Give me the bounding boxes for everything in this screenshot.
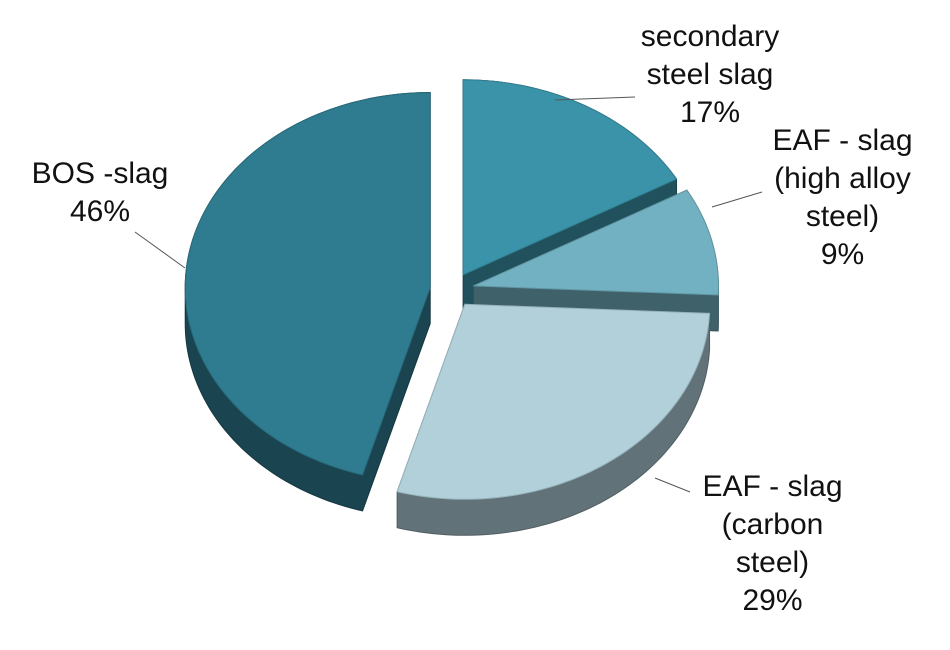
category-label: secondary steel slag (640, 20, 780, 91)
leader-line (554, 96, 636, 101)
slice (462, 79, 678, 276)
slice-label: EAF - slag (carbon steel) 29% (685, 468, 860, 620)
slice (184, 92, 431, 476)
value-label: 46% (69, 195, 131, 228)
slices (184, 79, 719, 536)
value-label: 17% (679, 96, 741, 129)
leader-line (654, 477, 691, 493)
slice-label: EAF - slag (high alloy steel) 9% (755, 122, 930, 274)
slice-label: secondary steel slag 17% (610, 18, 810, 132)
slice (396, 303, 711, 500)
slice (473, 189, 719, 296)
leader-lines (134, 96, 763, 493)
category-label: EAF - slag (high alloy steel) (772, 124, 913, 233)
leader-line (134, 231, 186, 269)
value-label: 29% (742, 584, 803, 617)
slice-label: BOS -slag 46% (20, 155, 180, 231)
value-label: 9% (820, 238, 865, 271)
category-label: BOS -slag (31, 157, 169, 190)
leader-line (711, 191, 763, 208)
category-label: EAF - slag (carbon steel) (702, 470, 843, 579)
